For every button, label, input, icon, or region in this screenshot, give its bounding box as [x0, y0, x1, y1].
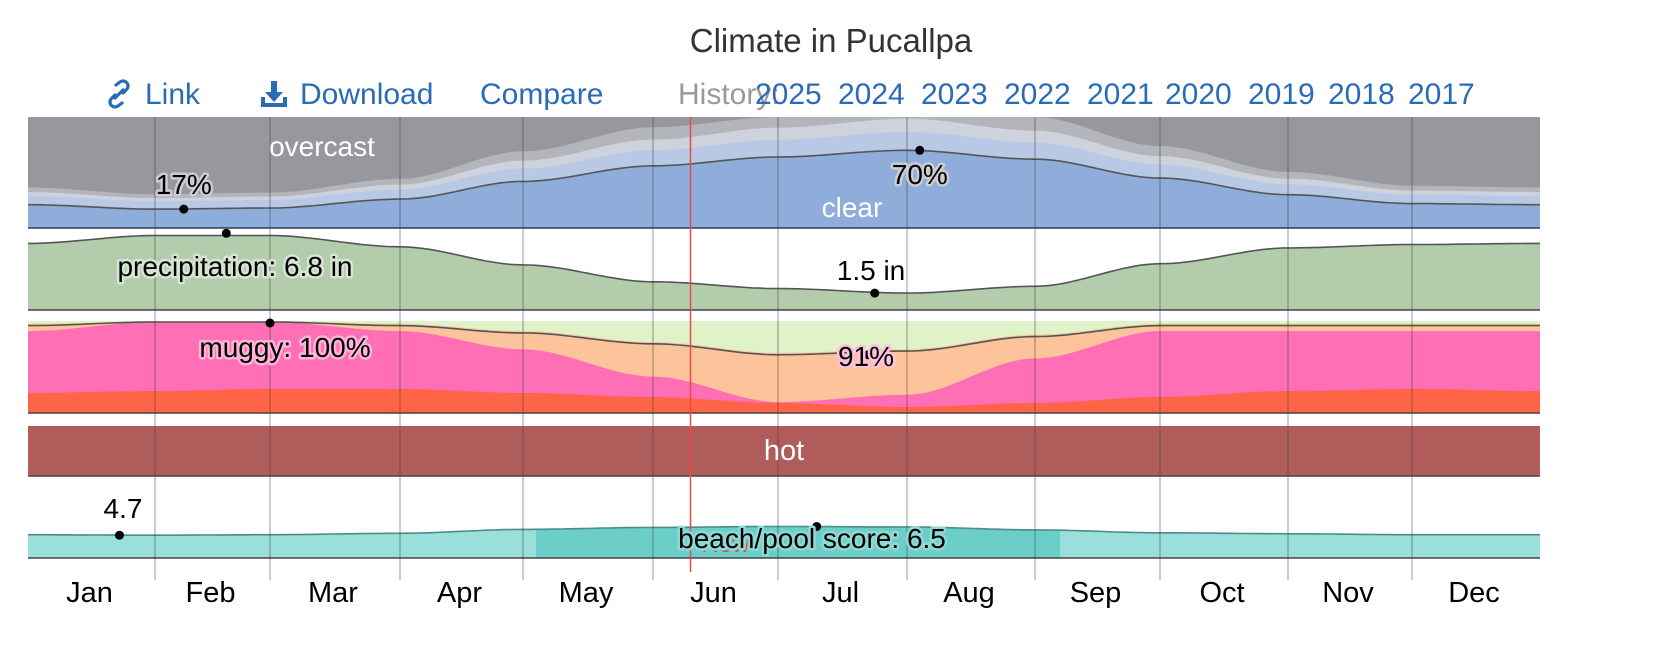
beach-score-best-area	[536, 526, 1060, 558]
month-label-dec: Dec	[1448, 577, 1500, 609]
month-gridlines	[154, 117, 1413, 580]
beach-max-dot	[812, 521, 822, 531]
compare-button[interactable]: Compare	[480, 78, 604, 111]
history-year-2021[interactable]: 2021	[1087, 78, 1154, 111]
history-year-2025[interactable]: 2025	[755, 78, 822, 111]
month-label-jul: Jul	[822, 577, 859, 609]
month-label-jan: Jan	[66, 577, 113, 609]
oppressive-area	[28, 389, 1540, 413]
muggy-max-label: muggy: 100%	[199, 332, 370, 363]
humidity-panel	[28, 321, 1540, 414]
temperature-panel	[28, 426, 1540, 477]
link-button[interactable]: Link	[105, 78, 200, 112]
history-year-2024[interactable]: 2024	[838, 78, 905, 111]
link-label: Link	[145, 78, 201, 111]
history-year-2020[interactable]: 2020	[1165, 78, 1232, 111]
history-label: History:	[678, 78, 780, 111]
precipitation-min-dot	[870, 288, 880, 298]
history-year-2019[interactable]: 2019	[1248, 78, 1315, 111]
download-button[interactable]: Download	[260, 78, 433, 112]
cloud-max-label: 70%	[892, 159, 948, 190]
muggy-min-label: 91%	[838, 341, 894, 372]
precipitation-max-label: precipitation: 6.8 in	[117, 251, 352, 282]
download-label: Download	[300, 78, 434, 111]
cloud-max-dot	[915, 145, 925, 155]
month-label-oct: Oct	[1199, 577, 1244, 609]
clear-label: clear	[822, 192, 883, 223]
muggy-max-dot	[265, 318, 275, 328]
month-label-aug: Aug	[943, 577, 995, 609]
month-label-sep: Sep	[1070, 577, 1122, 609]
history-year-2017[interactable]: 2017	[1408, 78, 1475, 111]
month-label-mar: Mar	[308, 577, 358, 609]
precipitation-panel	[28, 234, 1540, 311]
beach-score-panel	[28, 525, 1540, 559]
beach-min-dot	[114, 530, 124, 540]
precipitation-max-dot	[221, 228, 231, 238]
now-marker: Now	[689, 117, 750, 572]
history-year-2018[interactable]: 2018	[1328, 78, 1395, 111]
month-label-may: May	[559, 577, 614, 609]
cloud-min-label: 17%	[156, 169, 212, 200]
download-icon	[261, 81, 287, 107]
beach-min-label: 4.7	[104, 493, 143, 524]
precipitation-area	[28, 235, 1540, 310]
cloud-cover-panel	[28, 117, 1540, 229]
history-year-2023[interactable]: 2023	[921, 78, 988, 111]
month-label-nov: Nov	[1322, 577, 1374, 609]
month-label-apr: Apr	[437, 577, 482, 609]
now-label: Now	[701, 531, 750, 558]
beach-max-label: beach/pool score: 6.5	[678, 523, 946, 554]
muggy-min-dot	[863, 350, 873, 360]
month-label-jun: Jun	[690, 577, 737, 609]
link-icon	[108, 79, 130, 109]
chart-title: Climate in Pucallpa	[689, 22, 973, 59]
beach-score-line	[28, 525, 1540, 536]
history-year-2022[interactable]: 2022	[1004, 78, 1071, 111]
hot-band	[28, 426, 1540, 476]
precipitation-min-label: 1.5 in	[837, 255, 906, 286]
chart-labels: overcast clear hot 17% 70% precipitation: 6.8…	[101, 131, 950, 557]
precipitation-line	[28, 234, 1540, 294]
hot-label: hot	[764, 435, 804, 467]
cloud-band-3	[28, 150, 1540, 228]
month-label-feb: Feb	[186, 577, 236, 609]
month-axis: Jan Feb Mar Apr May Jun Jul Aug Sep Oct Nov Dec	[66, 577, 1500, 609]
overcast-label: overcast	[269, 131, 375, 162]
clear-sky-line	[28, 149, 1540, 210]
cloud-min-dot	[179, 204, 189, 214]
toolbar: Link Download Compare History: 2025 2024…	[0, 72, 1662, 118]
